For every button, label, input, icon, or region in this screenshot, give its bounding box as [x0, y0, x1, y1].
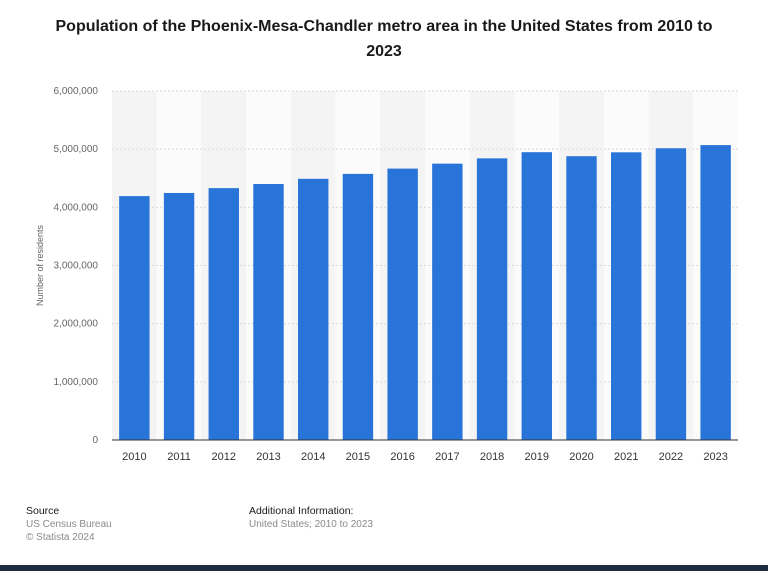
x-tick-label: 2021 — [614, 451, 638, 463]
y-axis-ticks: 0 1,000,000 2,000,000 3,000,000 4,000,000 5,0… — [54, 86, 99, 446]
x-tick-label: 2013 — [256, 451, 280, 463]
copyright-line: © Statista 2024 — [26, 532, 95, 543]
x-tick-label: 2020 — [569, 451, 593, 463]
x-tick-label: 2015 — [346, 451, 370, 463]
x-axis-ticks: 2010 2011 2012 2013 2014 2015 2016 2017 2018 2019… — [122, 451, 728, 463]
bar-2019[interactable] — [521, 152, 552, 440]
x-tick-label: 2019 — [525, 451, 549, 463]
additional-info-line: United States; 2010 to 2023 — [249, 519, 373, 530]
chart-title: Population of the Phoenix-Mesa-Chandler … — [55, 18, 713, 60]
x-tick-label: 2010 — [122, 451, 146, 463]
bar-2014[interactable] — [298, 178, 329, 440]
bar-2010[interactable] — [119, 196, 150, 440]
x-tick-label: 2012 — [212, 451, 236, 463]
additional-info-block: Additional Information: United States; 2… — [249, 505, 373, 531]
x-tick-label: 2011 — [167, 451, 191, 463]
y-tick-label: 2,000,000 — [54, 319, 99, 330]
bar-2018[interactable] — [476, 158, 508, 440]
bar-2015[interactable] — [342, 173, 374, 440]
bars — [119, 145, 731, 441]
bar-2023[interactable] — [700, 145, 731, 440]
bottom-bar — [0, 565, 768, 571]
additional-info-label: Additional Information: — [249, 505, 354, 517]
y-tick-label: 6,000,000 — [54, 86, 99, 97]
source-block: Source US Census Bureau © Statista 2024 — [26, 505, 112, 544]
bar-chart: 0 1,000,000 2,000,000 3,000,000 4,000,000 5,0… — [35, 86, 738, 463]
y-tick-label: 0 — [92, 435, 98, 446]
x-tick-label: 2023 — [703, 451, 727, 463]
bar-2013[interactable] — [253, 184, 284, 440]
bar-2012[interactable] — [208, 188, 239, 440]
x-tick-label: 2018 — [480, 451, 504, 463]
source-label: Source — [26, 505, 60, 517]
bar-2020[interactable] — [566, 156, 597, 440]
bar-2022[interactable] — [655, 148, 687, 440]
y-tick-label: 1,000,000 — [54, 377, 99, 388]
source-line: US Census Bureau — [26, 519, 112, 530]
bar-2017[interactable] — [432, 163, 463, 441]
bar-2021[interactable] — [611, 152, 642, 440]
y-tick-label: 4,000,000 — [54, 202, 99, 213]
x-tick-label: 2016 — [390, 451, 414, 463]
x-tick-label: 2014 — [301, 451, 325, 463]
x-tick-label: 2022 — [659, 451, 683, 463]
x-tick-label: 2017 — [435, 451, 459, 463]
y-axis-label: Number of residents — [35, 224, 45, 306]
bar-2016[interactable] — [387, 168, 418, 440]
bar-2011[interactable] — [163, 192, 195, 440]
y-tick-label: 3,000,000 — [54, 261, 99, 272]
y-tick-label: 5,000,000 — [54, 144, 99, 155]
